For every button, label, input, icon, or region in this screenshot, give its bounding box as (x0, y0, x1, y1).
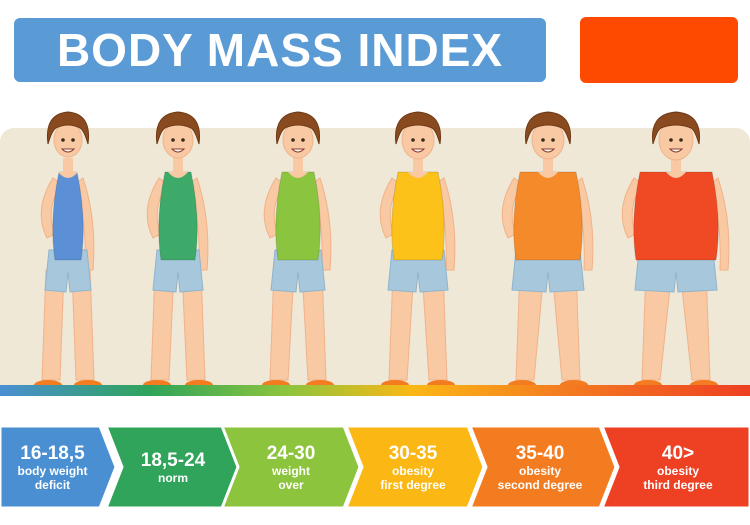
category-range: 30-35 (388, 442, 438, 464)
eye (171, 138, 175, 142)
category-range: 24-30 (266, 442, 316, 464)
eye (669, 138, 673, 142)
gradient-floor-bar (0, 385, 750, 396)
smile (170, 148, 186, 153)
smile (668, 148, 684, 153)
shirt (391, 171, 445, 261)
figures-illustration (34, 111, 730, 390)
floor-gradient (0, 385, 750, 396)
page-title: BODY MASS INDEX (56, 24, 504, 76)
category-arrow (220, 426, 362, 508)
neckline (168, 172, 188, 178)
eye (679, 138, 683, 142)
category-range: 16-18,5 (20, 442, 85, 464)
category-label: first degree (380, 477, 446, 492)
category-label: norm (158, 470, 188, 485)
shorts (44, 249, 92, 293)
neckline (538, 172, 558, 178)
category-arrow (0, 426, 118, 508)
eye (291, 138, 295, 142)
neck (293, 158, 303, 174)
eye (411, 138, 415, 142)
neckline (288, 172, 308, 178)
person-figure (379, 111, 456, 390)
category-range: 18,5-24 (140, 449, 206, 471)
person-figure (262, 111, 334, 390)
title-banner: BODY MASS INDEX (14, 18, 546, 82)
shorts (511, 249, 585, 293)
eye (181, 138, 185, 142)
shorts (270, 249, 326, 293)
shorts (387, 249, 449, 293)
person-figure (34, 111, 102, 390)
category-obesity-2: 35-40 obesity second degree (480, 426, 600, 508)
neckline (666, 172, 686, 178)
neck (543, 158, 553, 174)
smile (290, 148, 306, 153)
category-range: 35-40 (515, 442, 565, 464)
backdrop-panel (0, 128, 750, 390)
category-norm: 18,5-24 norm (118, 426, 228, 508)
neck (671, 158, 681, 174)
hair (155, 111, 201, 145)
hair (524, 111, 572, 145)
category-obesity-3: 40> obesity third degree (612, 426, 744, 508)
person-figure (621, 111, 730, 390)
hair (651, 111, 701, 145)
smile (540, 148, 556, 153)
category-label: body weight (17, 463, 88, 478)
eye (551, 138, 555, 142)
shorts (152, 249, 204, 293)
category-deficit: 16-18,5 body weight deficit (0, 426, 105, 508)
category-obesity-1: 30-35 obesity first degree (357, 426, 469, 508)
eye (71, 138, 75, 142)
shirt (275, 171, 321, 261)
category-arrow (344, 426, 486, 508)
neck (63, 158, 73, 174)
shirt (158, 171, 198, 261)
shirt (52, 171, 84, 261)
accent-block (580, 17, 738, 83)
category-label: third degree (643, 477, 713, 492)
category-range: 40> (661, 442, 695, 464)
category-label: obesity (391, 463, 434, 478)
neckline (408, 172, 428, 178)
smile (60, 148, 76, 153)
hair (394, 111, 442, 145)
category-label: obesity (518, 463, 561, 478)
category-arrows (0, 426, 750, 508)
eye (61, 138, 65, 142)
eye (421, 138, 425, 142)
hair (275, 111, 321, 145)
category-arrow (104, 426, 242, 508)
smile (410, 148, 426, 153)
eye (541, 138, 545, 142)
person-figure (501, 111, 594, 390)
eye (301, 138, 305, 142)
category-overweight: 24-30 weight over (236, 426, 346, 508)
neck (413, 158, 423, 174)
neck (173, 158, 183, 174)
hair (46, 111, 90, 145)
person-figure (143, 111, 213, 390)
category-arrow (468, 426, 618, 508)
category-label: obesity (656, 463, 699, 478)
category-arrow (600, 426, 750, 508)
category-label: second degree (497, 477, 583, 492)
category-label: weight (272, 463, 310, 478)
category-label: over (278, 477, 304, 492)
shirt (513, 171, 583, 261)
shirt (633, 171, 719, 261)
neckline (58, 172, 78, 178)
category-label: deficit (34, 477, 71, 492)
